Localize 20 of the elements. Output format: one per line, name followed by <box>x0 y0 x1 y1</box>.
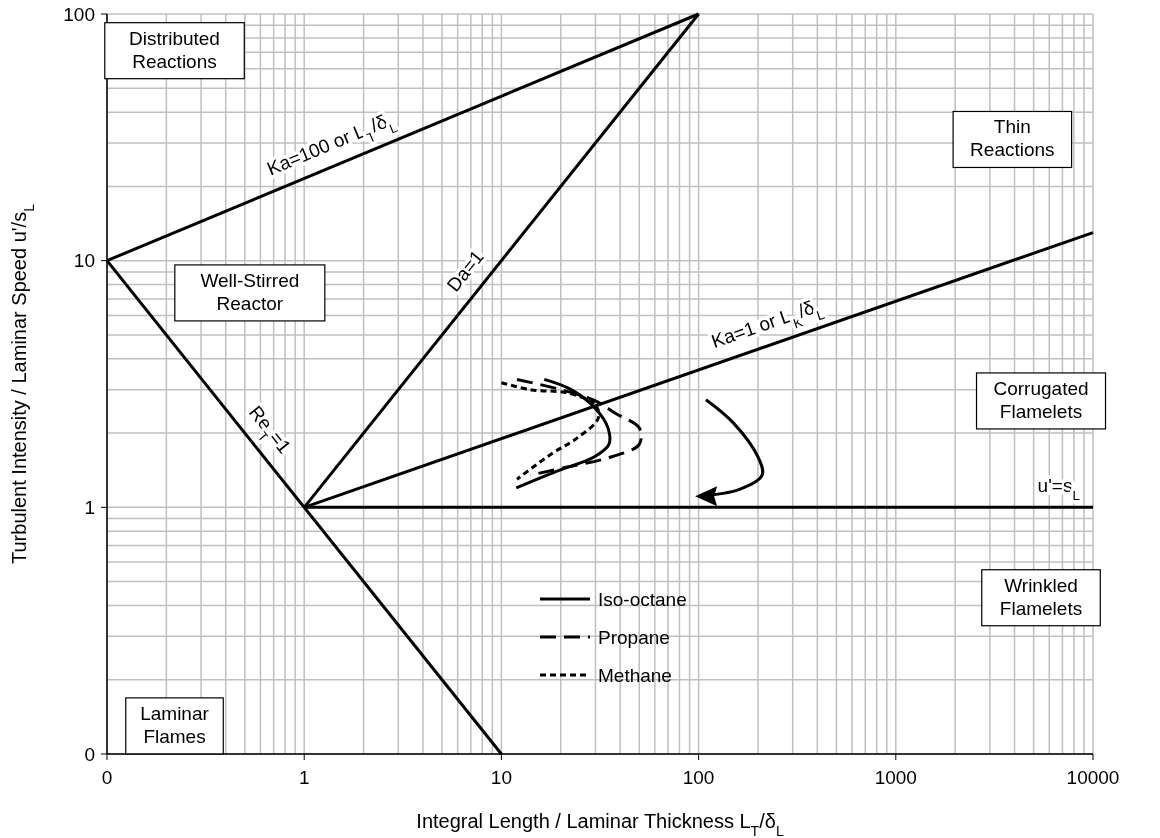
annotation: Well-Stirred Reactor <box>200 269 300 314</box>
x-tick-label: 10000 <box>1066 767 1120 788</box>
x-tick-label: 1 <box>298 767 310 788</box>
legend-label: Iso-octane <box>598 588 687 610</box>
annotation: Wrinkled Flamelets <box>999 574 1083 619</box>
annotation: Laminar Flames <box>140 702 210 747</box>
annotation: Corrugated Flamelets <box>993 377 1089 422</box>
annotation: Thin Reactions <box>970 116 1055 161</box>
annotation: Distributed Reactions <box>129 27 220 72</box>
x-tick-label: 1000 <box>874 767 917 788</box>
x-tick-label: 10 <box>490 767 512 788</box>
x-tick-label: 100 <box>682 767 715 788</box>
x-tick-label: 0 <box>101 767 113 788</box>
y-tick-label: 100 <box>63 3 95 25</box>
y-tick-label: 0 <box>84 743 95 765</box>
y-tick-label: 1 <box>84 496 95 518</box>
y-tick-label: 10 <box>73 250 95 272</box>
legend-label: Methane <box>598 664 672 686</box>
x-axis-title: Integral Length / Laminar Thickness L$_{T}$/δ$_{L}$ <box>416 810 784 838</box>
legend-label: Propane <box>598 626 670 648</box>
